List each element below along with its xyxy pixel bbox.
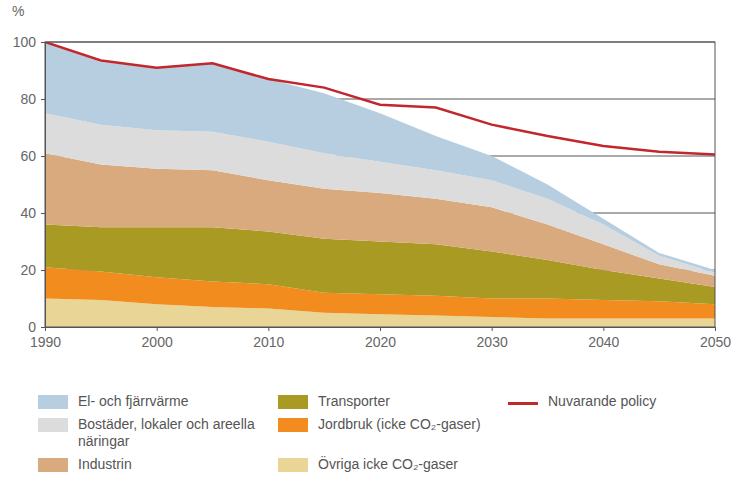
- legend-label: Nuvarande policy: [548, 393, 728, 410]
- tick-mark: [268, 327, 269, 331]
- tick-label: 40: [20, 205, 36, 221]
- tick-label: 2040: [588, 334, 619, 350]
- tick: 0: [28, 319, 45, 335]
- legend-label: Övriga icke CO₂-gaser: [318, 456, 498, 473]
- tick-mark: [603, 327, 604, 331]
- plot: 1990200020102020203020402050020406080100: [13, 34, 732, 350]
- legend-label: El- och fjärrvärme: [78, 393, 258, 410]
- tick-label: 100: [13, 34, 37, 50]
- tick-label: 80: [20, 91, 36, 107]
- tick-label: 60: [20, 148, 36, 164]
- tick-label: 20: [20, 262, 36, 278]
- line: [45, 42, 715, 155]
- legend-swatch: [38, 395, 68, 409]
- marks: [45, 42, 715, 327]
- y-axis: 0 20 40 60 80 100: [13, 34, 46, 335]
- legend-label: Industrin: [78, 456, 258, 473]
- legend-item: Bostäder, lokaler och areella näringar: [38, 416, 278, 450]
- axis-line: [45, 43, 46, 328]
- legend-label: Bostäder, lokaler och areella näringar: [78, 416, 258, 450]
- legend-swatch: [38, 418, 68, 432]
- frame: [45, 42, 715, 327]
- area: [45, 42, 715, 273]
- y-axis-label: %: [12, 3, 24, 19]
- legend-item: El- och fjärrvärme: [38, 393, 278, 410]
- tick-mark: [380, 327, 381, 331]
- tick: 80: [20, 91, 45, 107]
- tick: 20: [20, 262, 45, 278]
- legend-swatch: [38, 458, 68, 472]
- tick-mark: [41, 42, 45, 43]
- tick-label: 2030: [477, 334, 508, 350]
- legend-label: Jordbruk (icke CO₂-gaser): [318, 416, 498, 433]
- tick-mark: [41, 327, 45, 328]
- legend-swatch: [278, 458, 308, 472]
- tick: 2040: [588, 327, 619, 350]
- tick-mark: [41, 270, 45, 271]
- tick-mark: [715, 327, 716, 331]
- tick: 2020: [365, 327, 396, 350]
- tick-mark: [41, 99, 45, 100]
- tick: 2050: [700, 327, 731, 350]
- tick: 2010: [253, 327, 284, 350]
- legend-swatch: [278, 395, 308, 409]
- tick-label: 2050: [700, 334, 731, 350]
- tick-mark: [492, 327, 493, 331]
- legend-item: Transporter: [278, 393, 508, 410]
- tick-mark: [157, 327, 158, 331]
- x-axis: 1990 2000 2010 2020 2030 2040 2050: [30, 327, 731, 350]
- tick: 2000: [142, 327, 173, 350]
- legend-item: Nuvarande policy: [508, 393, 728, 410]
- tick: 2030: [477, 327, 508, 350]
- legend-swatch: [508, 402, 538, 405]
- tick-mark: [41, 213, 45, 214]
- tick-label: 1990: [30, 334, 61, 350]
- tick: 40: [20, 205, 45, 221]
- grid: [45, 42, 715, 327]
- legend-label: Transporter: [318, 393, 498, 410]
- tick-label: 2020: [365, 334, 396, 350]
- legend-item: Övriga icke CO₂-gaser: [278, 456, 508, 473]
- tick-mark: [41, 156, 45, 157]
- tick-label: 2000: [142, 334, 173, 350]
- legend: El- och fjärrvärme Transporter Nuvarande p…: [38, 393, 728, 473]
- legend-item: Jordbruk (icke CO₂-gaser): [278, 416, 508, 450]
- legend-swatch: [278, 418, 308, 432]
- tick-label: 2010: [253, 334, 284, 350]
- tick: 60: [20, 148, 45, 164]
- tick: 100: [13, 34, 45, 50]
- tick-label: 0: [28, 319, 36, 335]
- tick-mark: [45, 327, 46, 331]
- legend-item: Industrin: [38, 456, 278, 473]
